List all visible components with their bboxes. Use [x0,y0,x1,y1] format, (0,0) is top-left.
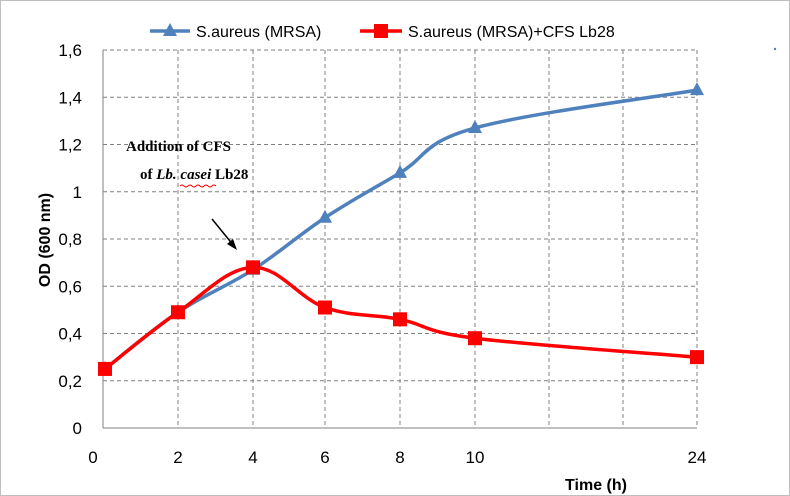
x-tick-label: 4 [248,448,257,467]
series-1-point [318,209,332,223]
y-tick-label: 1,4 [58,88,82,107]
x-tick-label: 24 [688,448,707,467]
stray-dot [773,47,777,51]
x-tick-label: 6 [320,448,329,467]
x-axis-title: Time (h) [565,477,627,494]
gridlines [103,49,698,428]
annotation-arrowhead [227,239,237,250]
y-axis-title: OD (600 nm) [37,193,54,287]
series-2-point [318,300,332,315]
y-tick-label: 0,6 [58,277,82,296]
y-tick-label: 0,8 [58,230,82,249]
y-tick-label: 1 [73,183,82,202]
series-2-point [98,361,112,376]
series-2-point [690,350,704,365]
y-tick-label: 0,2 [58,372,82,391]
series-2-point [171,305,185,320]
x-tick-label: 8 [395,448,404,467]
y-tick-label: 0,4 [58,325,82,344]
y-tick-label: 1,6 [58,41,82,60]
y-tick-labels: 0 0,2 0,4 0,6 0,8 1 1,2 1,4 1,6 [58,41,82,438]
x-tick-label: 0 [88,448,97,467]
x-tick-label: 10 [466,448,485,467]
legend-marker-2 [374,24,388,38]
legend-marker-1 [163,23,177,36]
series-2-point [468,331,482,346]
annotation-squiggle [179,184,217,188]
y-tick-label: 0 [73,419,82,438]
x-tick-labels: 0 2 4 6 8 10 24 [88,448,706,467]
series-2-point [246,260,260,275]
series-1-point [393,164,407,178]
annotation-line2: of Lb. casei Lb28 [140,167,248,183]
x-tick-label: 2 [173,448,182,467]
annotation: Addition of CFS of Lb. casei Lb28 [126,139,248,250]
y-tick-label: 1,2 [58,136,82,155]
legend-entry-1: S.aureus (MRSA) [196,24,321,41]
series-2-point [393,312,407,327]
annotation-line1: Addition of CFS [126,139,231,155]
series-1-point [690,82,704,96]
legend-entry-2: S.aureus (MRSA)+CFS Lb28 [408,24,615,41]
legend: S.aureus (MRSA) S.aureus (MRSA)+CFS Lb28 [150,23,615,41]
series-markers [98,82,704,376]
series-1-point [468,119,482,133]
